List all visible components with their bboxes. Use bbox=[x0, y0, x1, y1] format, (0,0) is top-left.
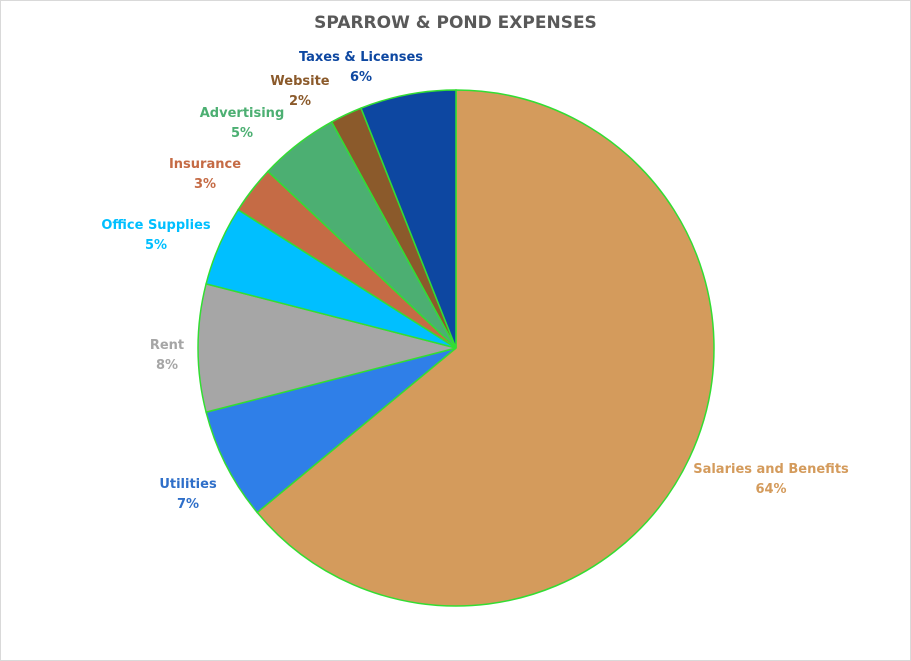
pie-slice-salaries-and-benefits bbox=[256, 89, 715, 607]
slice-value-office-supplies: 5% bbox=[145, 238, 167, 253]
pie-slice-taxes-licenses bbox=[360, 89, 457, 349]
slice-value-taxes-licenses: 6% bbox=[350, 70, 372, 85]
slice-label-rent: Rent bbox=[150, 338, 184, 353]
slice-value-salaries-and-benefits: 64% bbox=[755, 482, 786, 497]
slice-label-website: Website bbox=[270, 74, 329, 89]
slice-label-office-supplies: Office Supplies bbox=[101, 218, 211, 233]
slice-value-advertising: 5% bbox=[231, 126, 253, 141]
slice-label-insurance: Insurance bbox=[169, 157, 241, 172]
slice-value-insurance: 3% bbox=[194, 177, 216, 192]
slice-value-utilities: 7% bbox=[177, 497, 199, 512]
slice-value-rent: 8% bbox=[156, 358, 178, 373]
pie-slice-rent bbox=[197, 282, 457, 414]
slice-label-taxes-licenses: Taxes & Licenses bbox=[299, 50, 423, 65]
slice-label-salaries-and-benefits: Salaries and Benefits bbox=[693, 462, 849, 477]
pie-slice-utilities bbox=[205, 347, 457, 514]
slice-value-website: 2% bbox=[289, 94, 311, 109]
slice-label-advertising: Advertising bbox=[200, 106, 285, 121]
chart-title: SPARROW & POND EXPENSES bbox=[314, 13, 597, 33]
slice-label-utilities: Utilities bbox=[159, 477, 217, 492]
